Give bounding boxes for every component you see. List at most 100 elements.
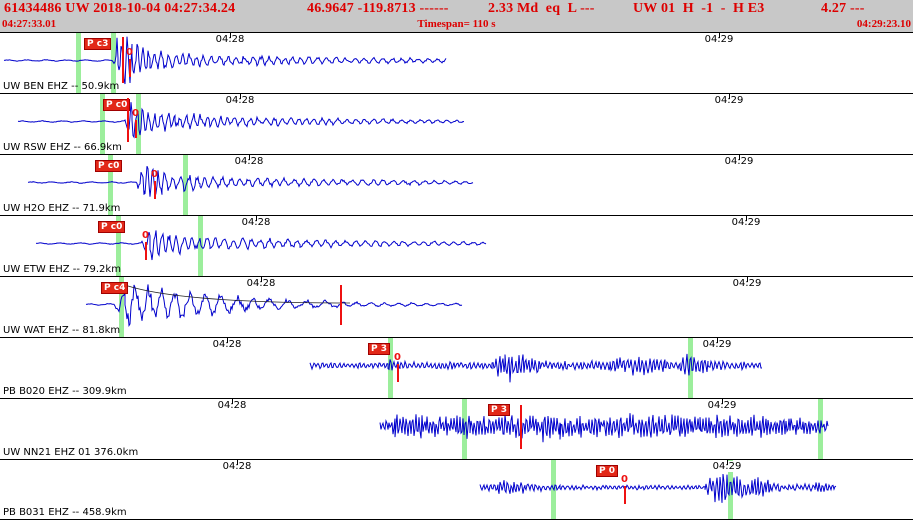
minute-tick bbox=[256, 216, 257, 221]
minute-tick bbox=[719, 33, 720, 38]
trace-panel: PB B020 EHZ -- 309.9km 04:28 04:29 P 3 0 bbox=[0, 338, 913, 399]
time-window-marker[interactable] bbox=[76, 33, 81, 93]
minute-tick bbox=[727, 460, 728, 465]
pick-weight-label[interactable]: 0 bbox=[142, 230, 149, 241]
time-tick-label: 04:29 bbox=[712, 461, 742, 472]
minute-tick bbox=[729, 94, 730, 99]
time-tick-label: 04:28 bbox=[234, 156, 264, 167]
phase-pick-flag[interactable]: P c0 bbox=[95, 160, 123, 172]
waveform[interactable] bbox=[0, 155, 913, 216]
phase-pick-flag[interactable]: P 3 bbox=[368, 343, 390, 355]
minute-tick bbox=[230, 33, 231, 38]
trace-panel: UW WAT EHZ -- 81.8km 04:28 04:29 P c4 bbox=[0, 277, 913, 338]
minute-tick bbox=[261, 277, 262, 282]
time-tick-label: 04:28 bbox=[215, 34, 245, 45]
waveform[interactable] bbox=[0, 216, 913, 277]
time-window-marker[interactable] bbox=[728, 460, 733, 519]
time-tick-label: 04:29 bbox=[702, 339, 732, 350]
event-source: UW 01 H -1 - H E3 bbox=[633, 1, 765, 16]
pick-weight-tick[interactable] bbox=[145, 242, 147, 260]
coda-envelope-curve bbox=[127, 285, 351, 304]
minute-tick bbox=[746, 216, 747, 221]
waveform[interactable] bbox=[0, 94, 913, 155]
time-window-marker[interactable] bbox=[688, 338, 693, 398]
time-tick-label: 04:29 bbox=[704, 34, 734, 45]
time-window-marker[interactable] bbox=[388, 338, 393, 398]
time-window-marker[interactable] bbox=[108, 155, 113, 215]
timespan-label: Timespan= 110 s bbox=[417, 18, 496, 30]
pick-weight-label[interactable]: 0 bbox=[132, 108, 139, 119]
waveform[interactable] bbox=[0, 277, 913, 338]
waveform[interactable] bbox=[0, 33, 913, 94]
time-bar: 04:27:33.01 Timespan= 110 s 04:29:23.10 bbox=[0, 18, 913, 32]
pick-weight-label[interactable]: 0 bbox=[621, 474, 628, 485]
waveform[interactable] bbox=[0, 399, 913, 460]
minute-tick bbox=[249, 155, 250, 160]
time-window-marker[interactable] bbox=[116, 216, 121, 276]
event-summary: 61434486 UW 2018-10-04 04:27:34.24 bbox=[4, 1, 236, 16]
window-end-time: 04:29:23.10 bbox=[856, 18, 911, 30]
waveform[interactable] bbox=[0, 460, 913, 520]
trace-panel: UW RSW EHZ -- 66.9km 04:28 04:29 P c0 0 bbox=[0, 94, 913, 155]
time-tick-label: 04:28 bbox=[225, 95, 255, 106]
minute-tick bbox=[739, 155, 740, 160]
pick-weight-tick[interactable] bbox=[624, 486, 626, 504]
trace-list: UW BEN EHZ -- 50.9km 04:28 04:29 P c3 0 UW … bbox=[0, 32, 913, 520]
phase-pick-flag[interactable]: P c4 bbox=[101, 282, 129, 294]
minute-tick bbox=[722, 399, 723, 404]
event-header: 61434486 UW 2018-10-04 04:27:34.24 46.96… bbox=[0, 0, 913, 18]
trace-panel: UW ETW EHZ -- 79.2km 04:28 04:29 P c0 0 bbox=[0, 216, 913, 277]
phase-pick-line[interactable] bbox=[340, 285, 342, 325]
minute-tick bbox=[717, 338, 718, 343]
phase-pick-flag[interactable]: P 0 bbox=[596, 465, 618, 477]
time-window-marker[interactable] bbox=[100, 94, 105, 154]
waveform[interactable] bbox=[0, 338, 913, 399]
phase-pick-line[interactable] bbox=[127, 98, 129, 142]
time-tick-label: 04:29 bbox=[707, 400, 737, 411]
trace-panel: UW BEN EHZ -- 50.9km 04:28 04:29 P c3 0 bbox=[0, 33, 913, 94]
phase-pick-line[interactable] bbox=[122, 37, 124, 83]
pick-weight-tick[interactable] bbox=[154, 181, 156, 199]
event-magnitude: 2.33 Md eq L --- bbox=[488, 1, 595, 16]
pick-weight-tick[interactable] bbox=[135, 120, 137, 138]
phase-pick-flag[interactable]: P c3 bbox=[84, 38, 112, 50]
time-window-marker[interactable] bbox=[119, 277, 124, 337]
pick-weight-label[interactable]: 0 bbox=[126, 47, 133, 58]
minute-tick bbox=[240, 94, 241, 99]
station-label: PB B020 EHZ -- 309.9km bbox=[3, 386, 127, 397]
time-tick-label: 04:29 bbox=[724, 156, 754, 167]
pick-weight-label[interactable]: 0 bbox=[151, 169, 158, 180]
time-tick-label: 04:28 bbox=[222, 461, 252, 472]
minute-tick bbox=[237, 460, 238, 465]
phase-pick-flag[interactable]: P c0 bbox=[103, 99, 131, 111]
station-label: PB B031 EHZ -- 458.9km bbox=[3, 507, 127, 518]
phase-pick-flag[interactable]: P c0 bbox=[98, 221, 126, 233]
pick-weight-label[interactable]: 0 bbox=[394, 352, 401, 363]
time-window-marker[interactable] bbox=[183, 155, 188, 215]
pick-weight-tick[interactable] bbox=[397, 364, 399, 382]
phase-pick-flag[interactable]: P 3 bbox=[488, 404, 510, 416]
trace-panel: UW H2O EHZ -- 71.9km 04:28 04:29 P c0 0 bbox=[0, 155, 913, 216]
station-label: UW H2O EHZ -- 71.9km bbox=[3, 203, 121, 214]
event-hypocenter: 46.9647 -119.8713 ------ bbox=[307, 1, 449, 16]
minute-tick bbox=[232, 399, 233, 404]
phase-pick-line[interactable] bbox=[520, 405, 522, 449]
time-window-marker[interactable] bbox=[198, 216, 203, 276]
minute-tick bbox=[747, 277, 748, 282]
station-label: UW ETW EHZ -- 79.2km bbox=[3, 264, 121, 275]
time-tick-label: 04:28 bbox=[217, 400, 247, 411]
time-tick-label: 04:29 bbox=[714, 95, 744, 106]
station-label: UW WAT EHZ -- 81.8km bbox=[3, 325, 121, 336]
time-tick-label: 04:29 bbox=[731, 217, 761, 228]
event-depth: 4.27 --- bbox=[821, 1, 865, 16]
station-label: UW BEN EHZ -- 50.9km bbox=[3, 81, 120, 92]
station-label: UW RSW EHZ -- 66.9km bbox=[3, 142, 122, 153]
pick-weight-tick[interactable] bbox=[129, 59, 131, 77]
minute-tick bbox=[227, 338, 228, 343]
trace-panel: UW NN21 EHZ 01 376.0km 04:28 04:29 P 3 bbox=[0, 399, 913, 460]
station-label: UW NN21 EHZ 01 376.0km bbox=[3, 447, 139, 458]
time-tick-label: 04:28 bbox=[246, 278, 276, 289]
window-start-time: 04:27:33.01 bbox=[2, 18, 57, 30]
